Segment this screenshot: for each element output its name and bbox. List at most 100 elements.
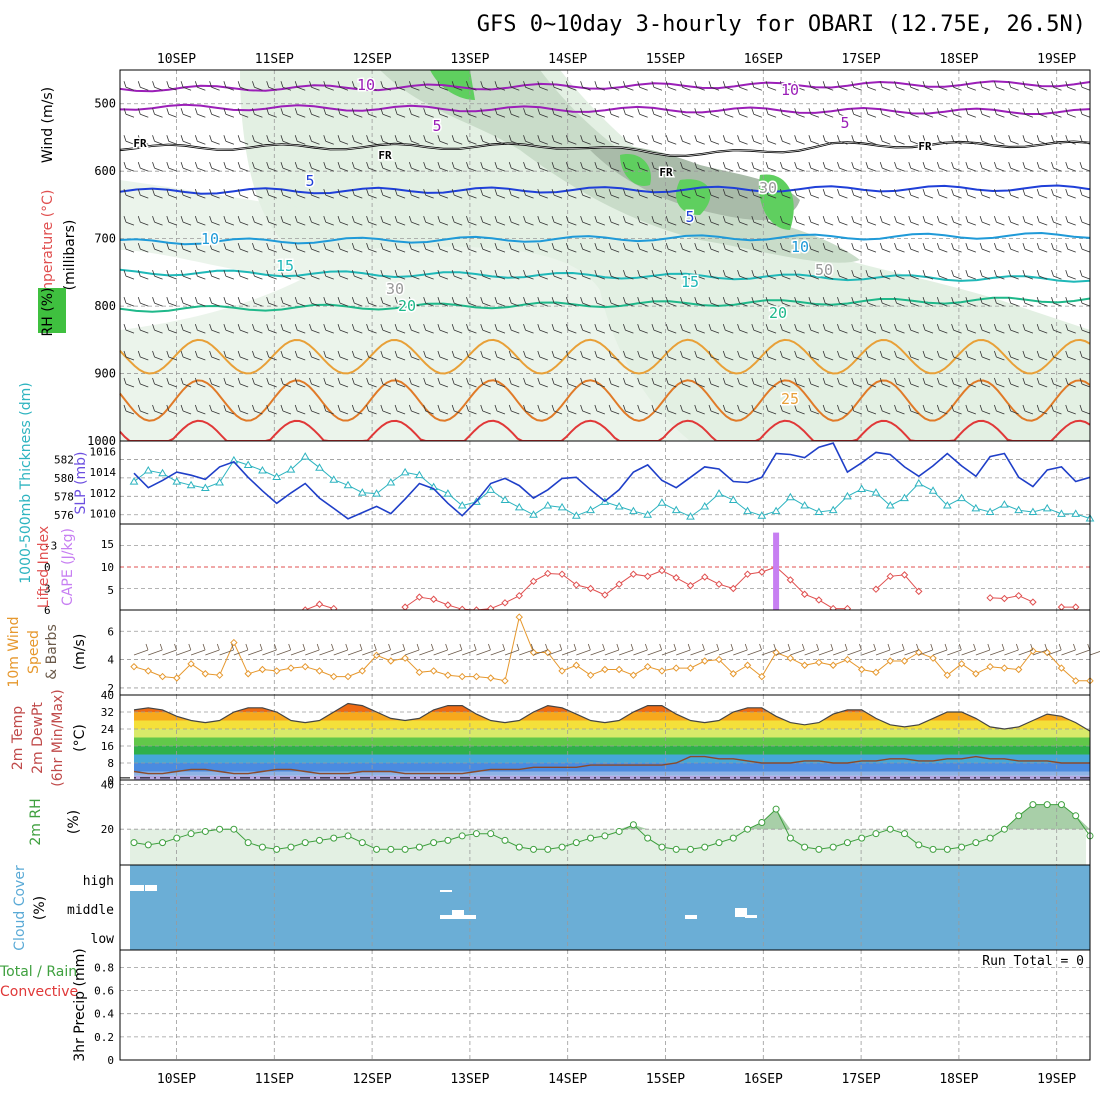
upper-wind-barb bbox=[408, 243, 420, 253]
upper-wind-barb bbox=[979, 189, 991, 199]
upper-wind-barb bbox=[1036, 243, 1048, 253]
upper-wind-barb bbox=[623, 350, 634, 361]
upper-wind-barb bbox=[508, 162, 520, 172]
upper-wind-barb bbox=[294, 243, 306, 253]
upper-wind-barb bbox=[822, 189, 834, 199]
upper-wind-barb bbox=[166, 243, 177, 253]
rh2m-point bbox=[829, 843, 837, 851]
thickness-point bbox=[557, 502, 567, 511]
upper-wind-barb bbox=[209, 269, 220, 280]
upper-wind-barb bbox=[665, 377, 677, 388]
upper-wind-barb bbox=[837, 296, 848, 307]
wind10m-barb bbox=[590, 643, 605, 656]
upper-wind-barb bbox=[608, 404, 620, 415]
rh2m-point bbox=[672, 845, 680, 853]
upper-wind-barb bbox=[808, 377, 820, 388]
wind10m-point bbox=[643, 662, 652, 671]
upper-wind-barb bbox=[237, 350, 249, 361]
upper-wind-barb bbox=[979, 135, 991, 145]
rh2m-ytick: 20 bbox=[101, 823, 114, 836]
upper-wind-barb bbox=[323, 269, 334, 280]
upper-wind-barb bbox=[237, 404, 249, 415]
upper-wind-barb bbox=[637, 350, 648, 361]
thickness-point bbox=[1000, 500, 1009, 508]
upper-wind-barb bbox=[608, 323, 620, 334]
upper-wind-barb bbox=[837, 243, 848, 253]
upper-wind-barb bbox=[1036, 323, 1048, 334]
upper-wind-barb bbox=[794, 81, 805, 91]
isotherm-line bbox=[119, 231, 1091, 246]
upper-wind-barb bbox=[123, 108, 135, 118]
upper-wind-barb bbox=[922, 404, 934, 415]
upper-wind-barb bbox=[137, 81, 149, 91]
upper-wind-barb bbox=[252, 162, 263, 172]
upper-wind-barb bbox=[694, 296, 705, 307]
stability-point bbox=[986, 594, 994, 602]
upper-wind-barb bbox=[309, 350, 320, 361]
precip-legend-total: Total / Rain bbox=[0, 964, 77, 980]
upper-wind-barb bbox=[166, 377, 177, 388]
upper-wind-barb bbox=[623, 323, 634, 334]
cloud-ytick: middle bbox=[67, 903, 114, 918]
wind10m-barb bbox=[1047, 643, 1062, 656]
upper-wind-barb bbox=[466, 216, 477, 226]
upper-wind-barb bbox=[894, 162, 905, 172]
upper-wind-barb bbox=[737, 162, 748, 172]
upper-wind-barb bbox=[223, 81, 235, 91]
wind10m-point bbox=[715, 655, 723, 664]
upper-wind-barb bbox=[879, 323, 891, 334]
upper-wind-barb bbox=[922, 350, 934, 361]
upper-wind-barb bbox=[209, 377, 220, 388]
upper-wind-barb bbox=[351, 108, 363, 118]
upper-wind-barb bbox=[994, 377, 1005, 388]
upper-wind-barb bbox=[480, 135, 491, 145]
upper-wind-barb bbox=[894, 404, 905, 415]
stability-point bbox=[615, 580, 623, 588]
upper-ylabel-wind: Wind (m/s) bbox=[40, 87, 56, 163]
wind10m-ytick: 2 bbox=[107, 682, 114, 695]
upper-wind-barb bbox=[494, 269, 506, 280]
upper-wind-barb bbox=[951, 296, 962, 307]
wind10m-barb bbox=[561, 643, 577, 656]
upper-wind-barb bbox=[437, 323, 449, 334]
thickness-point bbox=[629, 506, 638, 515]
upper-wind-barb bbox=[280, 243, 292, 253]
upper-wind-barb bbox=[523, 108, 534, 118]
upper-wind-barb bbox=[865, 189, 877, 199]
wind10m-point bbox=[1014, 665, 1023, 674]
upper-wind-barb bbox=[1079, 377, 1091, 388]
upper-wind-barb bbox=[779, 108, 791, 118]
upper-wind-barb bbox=[523, 189, 534, 199]
upper-wind-barb bbox=[1079, 269, 1091, 280]
wind10m-point bbox=[629, 671, 638, 679]
upper-wind-barb bbox=[1065, 350, 1076, 361]
upper-wind-barb bbox=[608, 108, 620, 118]
upper-wind-barb bbox=[180, 189, 192, 199]
upper-wind-barb bbox=[894, 269, 905, 280]
upper-wind-barb bbox=[137, 269, 149, 280]
rh-shade-green-4 bbox=[759, 174, 794, 230]
upper-wind-barb bbox=[1065, 108, 1076, 118]
upper-wind-barb bbox=[680, 216, 691, 226]
upper-wind-barb bbox=[837, 189, 848, 199]
upper-wind-barb bbox=[979, 404, 991, 415]
upper-wind-barb bbox=[351, 162, 363, 172]
stability-point bbox=[429, 595, 438, 603]
rh2m-point bbox=[544, 845, 552, 853]
wind10m-point bbox=[215, 671, 224, 679]
rh2m-point bbox=[258, 843, 266, 851]
thickness-point bbox=[714, 489, 724, 497]
thickness-point bbox=[643, 510, 653, 518]
upper-wind-barb bbox=[137, 350, 149, 361]
upper-wind-barb bbox=[1036, 108, 1048, 118]
rh2m-point bbox=[943, 845, 951, 853]
upper-wind-barb bbox=[708, 404, 720, 415]
thickness-point bbox=[1057, 509, 1066, 517]
temp2m-ytick: 32 bbox=[101, 706, 114, 719]
rh2m-point bbox=[729, 834, 737, 842]
upper-wind-barb bbox=[237, 135, 249, 145]
rh2m-point bbox=[1072, 812, 1080, 820]
wind10m-barb bbox=[262, 643, 277, 656]
upper-wind-barb bbox=[694, 350, 705, 361]
upper-wind-barb bbox=[194, 81, 206, 91]
